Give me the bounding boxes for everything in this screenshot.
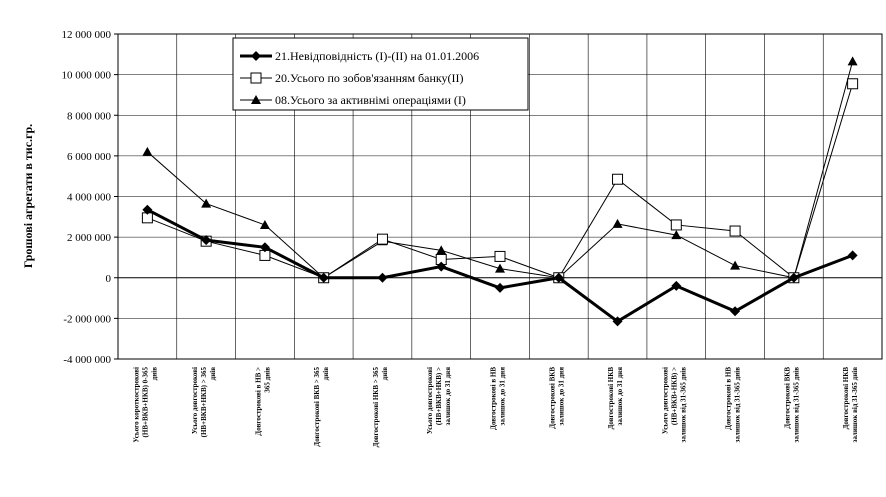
- triangle-marker: [251, 95, 261, 104]
- x-tick-label-line: залишок до 31 дня: [444, 367, 452, 426]
- x-tick-label-line: залишок до 31 дня: [616, 367, 624, 426]
- square-marker: [847, 78, 859, 90]
- x-tick-label: Усього довгострокові(НВ+ВКВ+НКВ) >залишо…: [661, 367, 687, 443]
- x-tick-label-line: днів: [322, 367, 330, 381]
- x-tick-label: Довгострокові НКВзалишок до 31 дня: [607, 367, 624, 430]
- diamond-marker: [847, 250, 858, 261]
- diamond-marker: [612, 316, 623, 327]
- x-tick-label: Довгострокові в НВ >365 днів: [254, 367, 271, 436]
- x-tick-label-line: Довгострокові ВКВ: [783, 367, 791, 429]
- x-tick-label: Усього довгострокові(НВ+ВКВ+НКВ) >залишо…: [426, 367, 452, 434]
- y-tick-label: 4 000 000: [67, 192, 112, 204]
- triangle-marker: [201, 198, 212, 208]
- legend-label: 08.Усього за активнімі операціями (I): [275, 93, 466, 107]
- x-tick-label-line: Усього довгострокові: [661, 367, 669, 434]
- y-axis-label: Грошові агрегати в тис.гр.: [21, 124, 35, 268]
- x-tick-label-line: 365 днів: [263, 367, 271, 393]
- series-group: [141, 56, 859, 327]
- x-tick-label-line: залишок від 31-365 днів: [679, 367, 687, 443]
- square-marker: [250, 72, 262, 84]
- y-tick-label: 10 000 000: [62, 70, 112, 82]
- diamond-marker: [259, 242, 270, 253]
- x-tick-label-line: Усього короткострокові: [132, 367, 140, 443]
- x-tick-label-line: (НВ+ВКВ+НКВ) >: [435, 367, 443, 425]
- triangle-marker: [259, 219, 270, 229]
- triangle-marker: [142, 146, 153, 156]
- x-tick-label-line: Довгострокові в НВ >: [254, 367, 262, 436]
- diamond-marker: [201, 235, 212, 246]
- x-tick-label-line: залишок від 31-365 днів: [792, 367, 800, 443]
- triangle-marker: [671, 230, 682, 240]
- diamond-marker: [436, 261, 447, 272]
- diamond-marker: [495, 282, 505, 293]
- y-tick-label: 6 000 000: [67, 151, 112, 163]
- y-axis: 12 000 000 10 000 000 8 000 000 6 000 000 4 …: [62, 29, 119, 366]
- x-axis: Усього короткострокові(НВ+ВКВ+НКВ) 0-365…: [132, 367, 859, 448]
- y-tick-label: 0: [106, 273, 112, 285]
- triangle-marker: [436, 245, 447, 255]
- y-tick-label: 12 000 000: [62, 29, 112, 41]
- triangle-marker: [495, 263, 505, 273]
- legend-label: 20.Усього по зобов'язанням банку(II): [275, 71, 464, 85]
- square-marker: [494, 250, 506, 262]
- square-marker: [670, 219, 682, 231]
- x-tick-label-line: залишок від 31-365 днів: [734, 367, 742, 443]
- x-tick-label-line: Довгострокові в НВ: [490, 367, 498, 430]
- triangle-marker: [730, 260, 741, 270]
- diamond-marker: [251, 51, 261, 61]
- x-tick-label-line: Довгострокові в НВ: [725, 367, 733, 430]
- y-tick-label: 8 000 000: [67, 110, 112, 122]
- legend: 21.Невідповідність (I)-(II) на 01.01.200…: [232, 37, 529, 111]
- x-tick-label-line: Усього довгострокові: [426, 367, 434, 434]
- series-line: [147, 83, 854, 279]
- y-tick-label: -4 000 000: [63, 354, 111, 366]
- x-tick-label-line: залишок від 31-365 днів: [851, 367, 859, 443]
- x-tick-label-line: (НВ+ВКВ+НКВ) >: [670, 367, 678, 425]
- square-marker: [376, 233, 388, 245]
- y-tick-label: 2 000 000: [67, 232, 112, 244]
- x-tick-label: Довгострокові ВКВ > 365днів: [313, 367, 330, 447]
- x-tick-label-line: днів: [209, 367, 217, 381]
- diamond-marker: [788, 272, 799, 283]
- legend-label: 21.Невідповідність (I)-(II) на 01.01.200…: [275, 49, 479, 63]
- x-tick-label-line: Усього довгострокові: [191, 367, 199, 434]
- x-tick-label-line: залишок до 31 дня: [557, 367, 565, 426]
- x-tick-label-line: (НВ+ВКВ+НКВ) > 365: [200, 367, 208, 438]
- diamond-marker: [730, 306, 741, 317]
- series-0: [142, 204, 858, 327]
- x-tick-label-line: (НВ+ВКВ+НКВ) 0-365: [141, 367, 149, 438]
- x-tick-label-line: днів: [150, 367, 158, 381]
- x-tick-label: Довгострокові НКВ > 365днів: [372, 367, 389, 448]
- x-tick-label-line: Довгострокові НКВ > 365: [372, 367, 380, 448]
- x-tick-label: Довгострокові ВКВзалишок від 31-365 днів: [783, 367, 800, 443]
- x-tick-label-line: Довгострокові НКВ: [607, 367, 615, 430]
- x-tick-label-line: Довгострокові ВКВ: [548, 367, 556, 429]
- x-tick-label: Усього довгострокові(НВ+ВКВ+НКВ) > 365дн…: [191, 367, 217, 438]
- x-tick-label-line: залишок до 31 дня: [499, 367, 507, 426]
- x-tick-label-line: Довгострокові НКВ: [842, 367, 850, 430]
- diamond-marker: [671, 280, 682, 291]
- square-marker: [612, 173, 624, 185]
- legend-box: [232, 37, 529, 111]
- x-tick-label: Усього короткострокові(НВ+ВКВ+НКВ) 0-365…: [132, 367, 158, 443]
- square-marker: [729, 225, 741, 237]
- y-tick-label: -2 000 000: [63, 313, 111, 325]
- x-tick-label: Довгострокові в НВзалишок до 31 дня: [490, 367, 507, 430]
- x-tick-label: Довгострокові НКВзалишок від 31-365 днів: [842, 367, 859, 443]
- diamond-marker: [553, 272, 564, 283]
- diamond-marker: [142, 204, 153, 215]
- diamond-marker: [377, 272, 388, 283]
- x-tick-label-line: Довгострокові ВКВ > 365: [313, 367, 321, 447]
- x-tick-label-line: днів: [381, 367, 389, 381]
- diamond-marker: [318, 272, 329, 283]
- x-tick-label: Довгострокові ВКВзалишок до 31 дня: [548, 367, 565, 429]
- triangle-marker: [847, 56, 858, 66]
- x-tick-label: Довгострокові в НВзалишок від 31-365 дні…: [725, 367, 742, 443]
- triangle-marker: [612, 218, 623, 228]
